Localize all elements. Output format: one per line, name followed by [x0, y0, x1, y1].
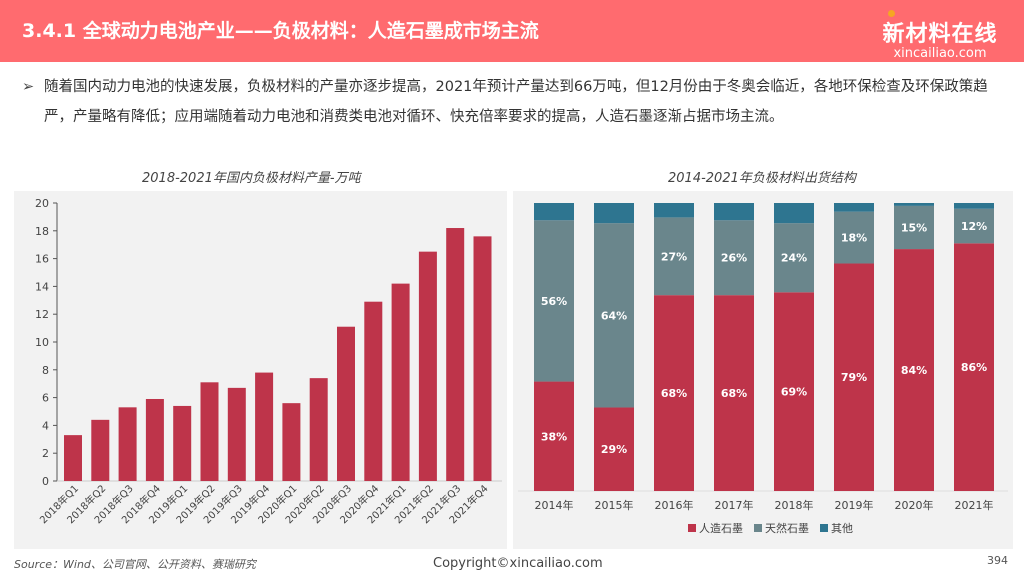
legend-label: 天然石墨 [765, 521, 809, 535]
data-label: 24% [781, 252, 807, 265]
data-label: 12% [961, 220, 987, 233]
bar [227, 387, 246, 481]
bar [418, 251, 437, 481]
y-tick-label: 10 [35, 336, 49, 349]
bar-segment [534, 381, 574, 491]
data-label: 69% [781, 386, 807, 399]
y-tick-label: 8 [42, 364, 49, 377]
bar-segment [534, 203, 574, 221]
bar-segment [594, 223, 634, 408]
page-number: 394 [987, 554, 1008, 567]
x-tick-label: 2014年 [535, 498, 574, 512]
bar [255, 372, 274, 481]
legend-swatch [820, 524, 828, 532]
legend-swatch [754, 524, 762, 532]
data-label: 15% [901, 221, 927, 234]
bar-segment [894, 205, 934, 250]
y-tick-label: 20 [35, 197, 49, 210]
y-tick-label: 12 [35, 308, 49, 321]
production-bar-chart: 024681012141618202018年Q12018年Q22018年Q320… [35, 197, 502, 526]
bar-segment [594, 407, 634, 491]
bar-segment [954, 243, 994, 491]
y-tick-label: 2 [42, 447, 49, 460]
data-label: 26% [721, 252, 747, 265]
bar [364, 301, 383, 481]
bar-segment [714, 295, 754, 491]
x-tick-label: 2018年 [775, 498, 814, 512]
bar-segment [594, 203, 634, 224]
bar [64, 435, 82, 481]
data-label: 79% [841, 371, 867, 384]
source-note: Source：Wind、公司官网、公开资料、赛瑞研究 [14, 558, 256, 571]
data-label: 84% [901, 364, 927, 377]
data-label: 64% [601, 309, 627, 322]
bar-segment [534, 220, 574, 382]
bar-segment [894, 203, 934, 206]
left-chart-panel: 0 2 4 6 8 10 12 14 16 18 20 2018年Q1 2018年Q2 2018年Q3 20… [14, 191, 507, 549]
y-tick-label: 14 [35, 280, 49, 293]
copyright: Copyright©xincailiao.com [433, 556, 603, 571]
y-tick-label: 0 [42, 475, 49, 488]
x-tick-label: 2020年 [895, 498, 934, 512]
data-label: 38% [541, 430, 567, 443]
y-tick-label: 4 [42, 419, 49, 432]
bar-segment [954, 203, 994, 209]
arrow-bullet-icon: ➢ [22, 79, 35, 95]
logo-dot-icon [888, 10, 895, 17]
data-label: 86% [961, 361, 987, 374]
data-label: 27% [661, 250, 687, 263]
data-label: 18% [841, 232, 867, 245]
bar-segment [834, 263, 874, 491]
page-title: 3.4.1 全球动力电池产业——负极材料：人造石墨成市场主流 [22, 20, 539, 42]
logo: 新材料在线 xincailiao.com [870, 6, 1010, 61]
bar-segment [954, 208, 994, 244]
bar [391, 283, 410, 481]
bar-segment [714, 203, 754, 221]
bar [309, 378, 328, 481]
bar-segment [654, 295, 694, 491]
y-tick-label: 16 [35, 253, 49, 266]
bar [118, 407, 137, 481]
bar-segment [654, 217, 694, 296]
bar [173, 405, 192, 481]
bar-segment [834, 203, 874, 212]
legend-label: 其他 [831, 522, 853, 535]
bar-segment [654, 203, 694, 218]
x-tick-label: 2017年 [715, 498, 754, 512]
legend-swatch [688, 524, 696, 532]
left-chart-title: 2018-2021年国内负极材料产量-万吨 [142, 171, 361, 186]
data-label: 29% [601, 443, 627, 456]
right-chart-title: 2014-2021年负极材料出货结构 [668, 171, 856, 186]
bar [473, 236, 492, 481]
shipment-structure-chart: 38% 56% 2014年 29% 64% 2015年 68% 27% 2016年 68% 26% 2… [518, 203, 1008, 535]
bullet-paragraph: ➢ 随着国内动力电池的快速发展，负极材料的产量亦逐步提高，2021年预计产量达到… [22, 72, 1007, 132]
bar-segment [774, 203, 814, 224]
right-chart-panel: 38% 56% 2014年 29% 64% 2015年 68% 27% 2016年 68% 26% 2… [513, 191, 1013, 549]
bar [91, 419, 110, 481]
bullet-text: 随着国内动力电池的快速发展，负极材料的产量亦逐步提高，2021年预计产量达到66… [44, 79, 988, 125]
bar [200, 382, 219, 481]
header-bar: 3.4.1 全球动力电池产业——负极材料：人造石墨成市场主流 新材料在线 xin… [0, 0, 1024, 62]
bar [446, 228, 465, 481]
logo-en: xincailiao.com [893, 46, 987, 61]
data-label: 68% [661, 387, 687, 400]
y-tick-label: 6 [42, 392, 49, 405]
data-label: 56% [541, 295, 567, 308]
bar-segment [894, 249, 934, 491]
x-tick-label: 2021年 [955, 498, 994, 512]
logo-cn: 新材料在线 [882, 22, 998, 47]
x-tick-label: 2015年 [595, 498, 634, 512]
legend-label: 人造石墨 [699, 521, 743, 535]
bar-segment [774, 292, 814, 491]
bar [337, 326, 355, 481]
bar [282, 403, 301, 481]
bar [145, 398, 164, 481]
x-tick-label: 2019年 [835, 498, 874, 512]
bar-segment [834, 211, 874, 264]
bar-segment [774, 223, 814, 293]
x-tick-label: 2016年 [655, 498, 694, 512]
data-label: 68% [721, 387, 747, 400]
bar-segment [714, 220, 754, 296]
y-tick-label: 18 [35, 225, 49, 238]
